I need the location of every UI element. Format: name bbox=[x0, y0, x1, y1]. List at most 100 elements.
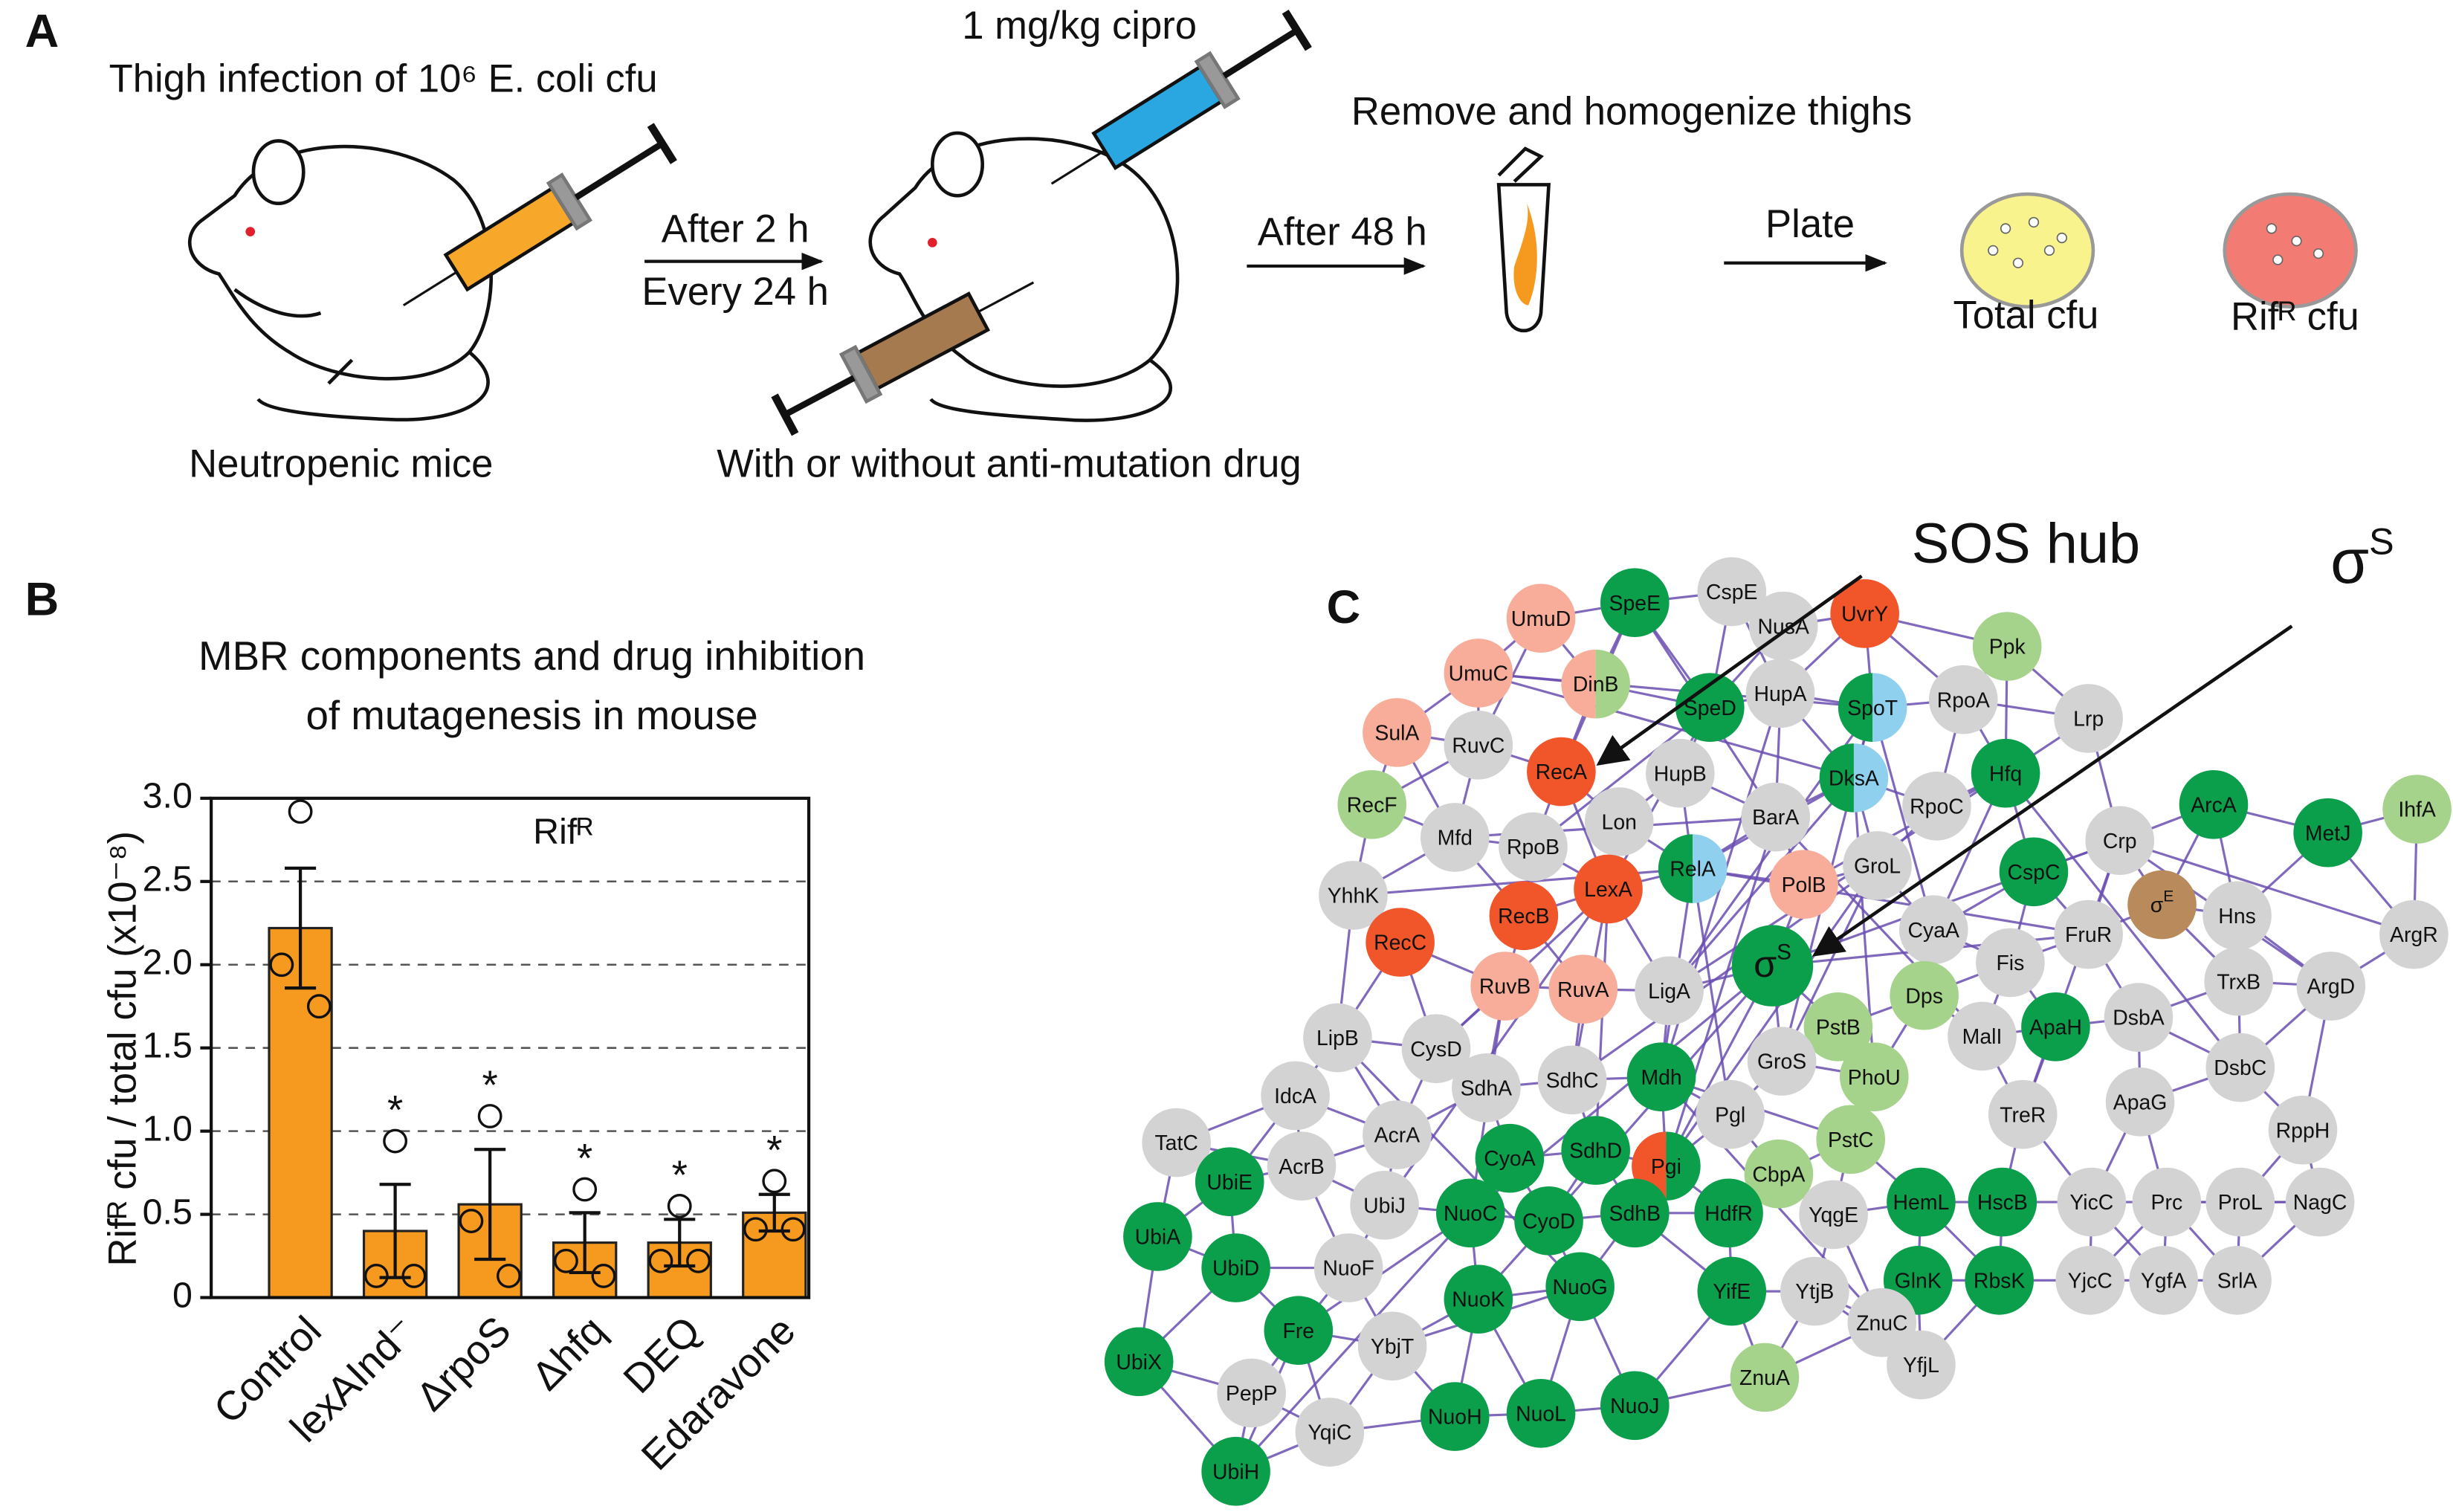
node-label-text: DsbA bbox=[2113, 1006, 2164, 1030]
node: SpoT bbox=[1838, 673, 1907, 743]
node: HupB bbox=[1646, 738, 1715, 808]
node-half bbox=[1658, 834, 1693, 903]
node: YgfA bbox=[2129, 1246, 2198, 1315]
edge bbox=[2021, 840, 2121, 1115]
node-label-text: ApaH bbox=[2029, 1015, 2082, 1039]
node-label-text: PepP bbox=[1226, 1382, 1277, 1406]
node-label: SulA bbox=[1374, 721, 1419, 745]
node-label-text: YqgE bbox=[1809, 1204, 1858, 1227]
node-label: NuoF bbox=[1322, 1256, 1374, 1280]
node-label: RppH bbox=[2276, 1119, 2330, 1143]
node-circle bbox=[1574, 854, 1643, 924]
node-label-text: Crp bbox=[2103, 829, 2137, 853]
node-label: UmuC bbox=[1449, 662, 1508, 685]
node-circle bbox=[1366, 908, 1435, 977]
node-label-text: CspC bbox=[2007, 860, 2060, 884]
node-circle bbox=[1444, 710, 1513, 780]
significance: * bbox=[387, 1087, 403, 1133]
node-label-text: RuvC bbox=[1452, 734, 1505, 757]
node-label: TatC bbox=[1154, 1131, 1198, 1155]
node-circle bbox=[1731, 925, 1814, 1007]
node: ProL bbox=[2205, 1167, 2275, 1237]
node: RppH bbox=[2268, 1095, 2338, 1165]
node-circle bbox=[1514, 1186, 1583, 1256]
node: UbiH bbox=[1201, 1436, 1270, 1506]
node-label-text: YtjB bbox=[1795, 1280, 1834, 1304]
annotation-text: σ bbox=[2330, 526, 2369, 596]
node-label-text: RpoC bbox=[1910, 795, 1964, 818]
data-point bbox=[686, 1248, 711, 1273]
node-label: PolB bbox=[1782, 873, 1826, 896]
node-label: SpeD bbox=[1684, 696, 1736, 720]
node-label-text: GroS bbox=[1757, 1050, 1806, 1073]
node-label-text: ArgR bbox=[2390, 923, 2438, 947]
node-label: RuvA bbox=[1557, 978, 1609, 1001]
node: ArgD bbox=[2296, 952, 2366, 1021]
tube bbox=[1496, 146, 1551, 332]
node-label: Fis bbox=[1996, 952, 2024, 975]
node: YtjB bbox=[1780, 1256, 1849, 1326]
node-circle bbox=[1744, 1139, 1814, 1209]
node-label-text: HscB bbox=[1977, 1191, 2028, 1215]
node-label: UbiE bbox=[1206, 1170, 1253, 1194]
node-label: AcrB bbox=[1279, 1154, 1325, 1178]
node-label: NagC bbox=[2293, 1191, 2347, 1215]
node: RuvB bbox=[1470, 952, 1539, 1021]
node: AcrB bbox=[1267, 1131, 1337, 1201]
plot-frame bbox=[210, 796, 811, 1299]
node-label-text: PhoU bbox=[1848, 1065, 1901, 1089]
node-label: LexA bbox=[1584, 878, 1632, 902]
node-circle bbox=[1337, 769, 1407, 839]
node-label: ZnuA bbox=[1739, 1366, 1790, 1390]
node-circle bbox=[1357, 1311, 1427, 1381]
node-label: DksA bbox=[1829, 766, 1879, 790]
node-label-text: UbiE bbox=[1206, 1170, 1253, 1194]
node-label-text: NuoG bbox=[1553, 1275, 1608, 1299]
node-half bbox=[1595, 649, 1630, 719]
node: Crp bbox=[2085, 806, 2155, 876]
node: TrxB bbox=[2204, 946, 2273, 1016]
data-point bbox=[743, 1217, 768, 1242]
node: YifE bbox=[1697, 1256, 1767, 1326]
node: HdfR bbox=[1694, 1178, 1763, 1248]
node-label: CyoA bbox=[1484, 1147, 1535, 1171]
node-circle bbox=[1267, 1131, 1337, 1201]
node-label: ApaG bbox=[2113, 1091, 2168, 1114]
node-circle bbox=[2085, 806, 2155, 876]
x-tick-label: Δhfq bbox=[523, 1307, 614, 1399]
node-label-text: Fis bbox=[1996, 952, 2024, 975]
node-half bbox=[1561, 649, 1596, 719]
node: PstB bbox=[1803, 992, 1873, 1062]
node: DinB bbox=[1561, 649, 1630, 719]
data-point bbox=[496, 1264, 521, 1288]
node-label-text: ArcA bbox=[2191, 793, 2237, 817]
node-label: RecC bbox=[1374, 931, 1426, 954]
node: HemL bbox=[1887, 1167, 1956, 1237]
node: YhhK bbox=[1319, 861, 1388, 930]
node-circle bbox=[1745, 659, 1815, 728]
node: RecC bbox=[1366, 908, 1435, 977]
node: ZnuA bbox=[1730, 1343, 1800, 1412]
node-label: NuoK bbox=[1452, 1288, 1505, 1311]
node-label-text: GlnK bbox=[1895, 1269, 1942, 1293]
node-half bbox=[1666, 1131, 1701, 1201]
node-label-sup: E bbox=[2163, 888, 2174, 905]
node-label: ArgD bbox=[2307, 975, 2355, 998]
node-label-text: HupA bbox=[1754, 682, 1807, 705]
data-point bbox=[780, 1217, 806, 1242]
node: HupA bbox=[1745, 659, 1815, 728]
node-circle bbox=[1506, 584, 1576, 653]
node: RecA bbox=[1527, 737, 1596, 807]
node-label: RecF bbox=[1347, 793, 1397, 817]
node-label: PstC bbox=[1828, 1128, 1874, 1151]
node-label-text: DinB bbox=[1573, 673, 1619, 697]
node-circle bbox=[1548, 954, 1618, 1024]
node: ApaH bbox=[2021, 992, 2090, 1062]
node-label: Mdh bbox=[1641, 1065, 1681, 1089]
node-label-text: Dps bbox=[1905, 984, 1943, 1008]
node-label-text: NuoL bbox=[1516, 1402, 1566, 1426]
node-circle bbox=[1646, 738, 1715, 808]
node-label: FruR bbox=[2065, 923, 2112, 947]
data-point bbox=[401, 1264, 427, 1288]
node-circle bbox=[1444, 639, 1513, 708]
